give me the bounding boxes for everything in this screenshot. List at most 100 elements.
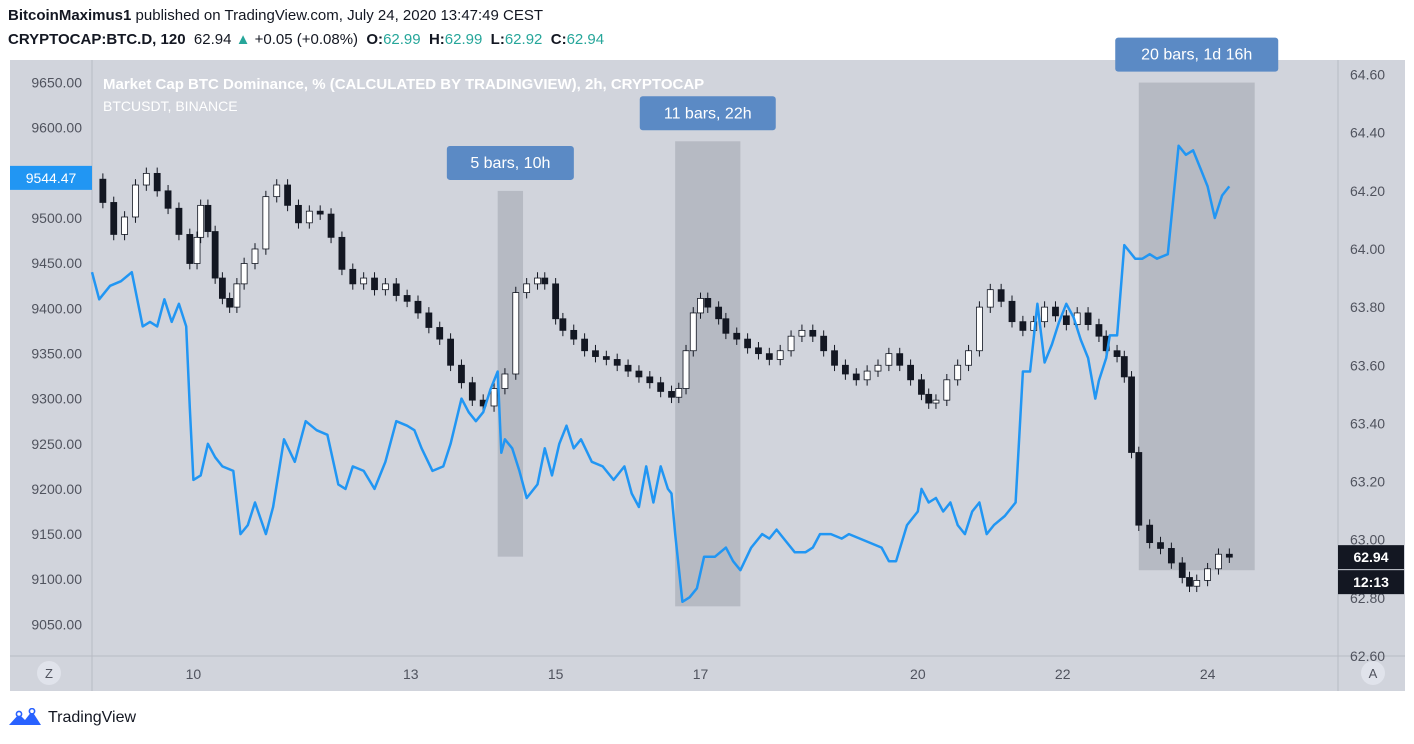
candle xyxy=(381,283,389,291)
candle xyxy=(240,263,248,285)
candle xyxy=(1084,312,1092,325)
candle xyxy=(831,350,838,366)
btcusdt-line xyxy=(90,144,1231,604)
candle xyxy=(809,329,817,337)
low-value: 62.92 xyxy=(504,31,543,48)
candle xyxy=(559,318,567,331)
auto-scale-button[interactable] xyxy=(1361,661,1385,685)
current-price-badge xyxy=(10,165,92,190)
candle xyxy=(581,338,589,352)
candle xyxy=(624,364,632,372)
candle xyxy=(675,388,683,398)
candle xyxy=(414,300,422,314)
candle xyxy=(316,210,324,215)
time-scale[interactable] xyxy=(10,656,1405,691)
candle xyxy=(233,283,241,308)
close-label: C: xyxy=(550,31,567,48)
left-axis-tick: 9350.00 xyxy=(31,345,82,361)
chart-title: Market Cap BTC Dominance, % (CALCULATED … xyxy=(103,76,704,93)
right-axis-tick: 63.00 xyxy=(1350,532,1385,548)
candle xyxy=(99,178,107,203)
candle xyxy=(646,376,654,384)
measure-label-box xyxy=(1115,37,1279,72)
candle xyxy=(218,277,226,299)
candle xyxy=(193,236,201,264)
timezone-button-label: Z xyxy=(45,666,53,681)
candle xyxy=(907,364,914,381)
candle xyxy=(403,295,411,302)
current-price-label: 9544.47 xyxy=(26,170,77,186)
candle xyxy=(371,277,378,291)
symbol-name: CRYPTOCAP:BTC.D, 120 xyxy=(8,31,186,48)
candle xyxy=(613,359,621,366)
candle xyxy=(501,373,509,389)
candle xyxy=(284,184,291,206)
author-name[interactable]: BitcoinMaximus1 xyxy=(8,7,132,24)
candle xyxy=(896,353,904,366)
timezone-button[interactable] xyxy=(37,661,61,685)
candle xyxy=(1052,306,1059,317)
candle xyxy=(885,353,893,366)
open-value: 62.99 xyxy=(383,31,421,48)
candle xyxy=(392,283,400,296)
candle xyxy=(722,318,730,334)
candle xyxy=(1157,542,1164,549)
last-value-label: 62.94 xyxy=(1353,549,1388,565)
countdown-badge xyxy=(1338,570,1404,595)
candle xyxy=(1008,300,1016,323)
candle xyxy=(1178,562,1186,578)
last-value-badge xyxy=(1338,545,1404,570)
candle xyxy=(852,373,860,381)
candle xyxy=(682,350,690,389)
candle xyxy=(932,399,940,404)
last-price: 62.94 xyxy=(193,31,232,48)
right-axis-tick: 63.80 xyxy=(1350,299,1385,315)
candle xyxy=(204,204,212,232)
candle xyxy=(153,172,161,192)
candle xyxy=(447,338,454,366)
candle xyxy=(121,216,128,235)
candle xyxy=(925,393,933,404)
left-axis-tick: 9250.00 xyxy=(31,436,82,452)
candle xyxy=(787,335,795,352)
candle xyxy=(798,329,806,337)
candle xyxy=(965,350,972,366)
candle xyxy=(1193,580,1201,587)
candle xyxy=(523,283,531,293)
left-axis-tick: 9450.00 xyxy=(31,255,82,271)
candle xyxy=(338,236,346,270)
candle xyxy=(458,364,465,384)
candle xyxy=(1135,452,1143,526)
candle xyxy=(1215,553,1222,570)
candle xyxy=(490,388,498,407)
chart-subtitle: BTCUSDT, BINANCE xyxy=(103,98,238,114)
right-axis-tick: 64.60 xyxy=(1350,67,1385,83)
left-price-scale[interactable] xyxy=(10,60,92,656)
left-axis-tick: 9050.00 xyxy=(31,616,82,632)
candle xyxy=(715,306,723,320)
candle xyxy=(570,329,578,340)
brand-name[interactable]: TradingView xyxy=(48,709,137,726)
candle xyxy=(262,196,270,250)
publish-info: published on TradingView.com, July 24, 2… xyxy=(131,7,544,24)
right-axis-tick: 62.60 xyxy=(1350,648,1385,664)
open-label: O: xyxy=(366,31,384,48)
measure-label: 5 bars, 10h xyxy=(470,155,550,172)
right-axis-tick: 63.40 xyxy=(1350,415,1385,431)
left-axis-tick: 9600.00 xyxy=(31,120,82,136)
candle xyxy=(1095,324,1103,337)
candle xyxy=(1041,306,1049,323)
candle xyxy=(1225,553,1233,558)
x-axis-tick: 13 xyxy=(403,666,419,682)
high-label: H: xyxy=(428,31,445,48)
price-change: +0.05 (+0.08%) xyxy=(254,31,359,48)
x-axis-tick: 15 xyxy=(548,666,564,682)
candle xyxy=(1186,577,1193,587)
left-axis-tick: 9400.00 xyxy=(31,300,82,316)
candle xyxy=(1128,376,1135,453)
candle xyxy=(251,248,259,264)
x-axis-tick: 10 xyxy=(186,666,202,682)
candle xyxy=(733,332,741,340)
candle xyxy=(175,207,183,235)
